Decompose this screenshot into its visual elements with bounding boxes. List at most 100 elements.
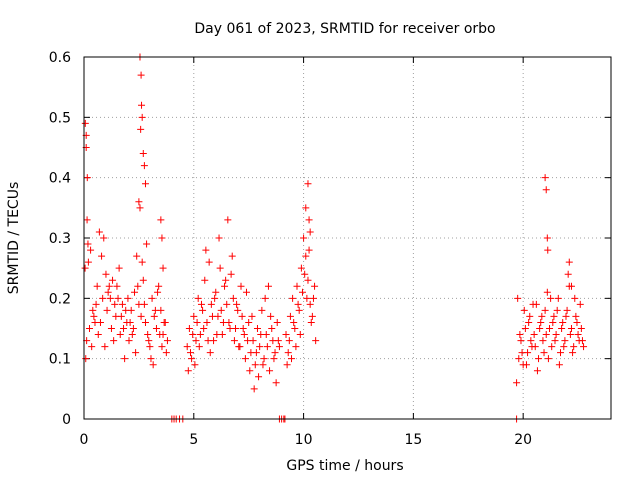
data-point xyxy=(552,331,560,339)
data-point xyxy=(569,349,577,357)
data-point xyxy=(99,294,107,302)
data-point xyxy=(100,234,108,242)
data-point xyxy=(156,331,164,339)
data-point xyxy=(205,258,213,266)
data-point xyxy=(291,325,299,332)
data-point xyxy=(104,288,112,296)
data-point xyxy=(83,216,91,224)
data-point xyxy=(92,300,100,308)
data-point xyxy=(294,300,302,308)
x-tick-label: 10 xyxy=(295,432,313,448)
data-point xyxy=(93,282,101,290)
data-point xyxy=(311,282,319,290)
data-point xyxy=(144,331,152,339)
data-point xyxy=(131,288,139,296)
data-point xyxy=(547,294,555,302)
data-point xyxy=(575,337,583,345)
x-tick-label: 20 xyxy=(514,432,532,448)
data-point xyxy=(300,234,308,242)
data-point xyxy=(158,234,166,242)
data-point xyxy=(149,361,157,369)
data-point xyxy=(137,125,145,133)
data-point xyxy=(283,361,291,369)
data-point xyxy=(270,355,278,363)
data-point xyxy=(101,343,109,351)
data-point xyxy=(515,355,523,363)
data-point xyxy=(121,355,129,363)
data-point xyxy=(206,349,214,357)
data-point xyxy=(94,331,102,339)
data-point xyxy=(298,288,306,296)
data-point xyxy=(544,355,552,363)
data-point xyxy=(150,312,158,320)
data-point xyxy=(284,349,292,357)
data-point xyxy=(520,306,528,314)
data-point xyxy=(135,198,143,206)
data-point xyxy=(263,343,271,351)
data-point xyxy=(264,282,272,290)
data-point xyxy=(115,264,123,272)
data-point xyxy=(306,300,314,308)
data-point xyxy=(560,343,568,351)
tick-labels: 0 0.1 0.2 0.3 0.4 0.5 0.6 0 5 10 15 20 xyxy=(49,50,532,448)
x-tick-label: 15 xyxy=(404,432,422,448)
data-point xyxy=(556,349,564,357)
data-point xyxy=(228,252,236,260)
data-point xyxy=(246,367,254,375)
chart-title: Day 061 of 2023, SRMTID for receiver orb… xyxy=(194,21,495,37)
data-point xyxy=(537,318,545,326)
data-point xyxy=(191,361,199,369)
data-point xyxy=(159,264,167,272)
data-point xyxy=(207,300,215,308)
data-point xyxy=(105,282,113,290)
data-point xyxy=(103,306,111,314)
data-point xyxy=(255,373,263,381)
data-point xyxy=(123,318,131,326)
data-point xyxy=(183,343,191,351)
data-point xyxy=(195,343,203,351)
data-point xyxy=(106,294,114,302)
data-point xyxy=(530,331,538,339)
data-point xyxy=(525,318,533,326)
data-point xyxy=(514,294,522,302)
data-point xyxy=(266,367,274,375)
data-point xyxy=(555,361,563,369)
data-point xyxy=(513,379,521,387)
data-point xyxy=(186,349,194,357)
data-point xyxy=(158,343,166,351)
data-point xyxy=(531,343,539,351)
data-point xyxy=(551,337,559,345)
data-point xyxy=(529,300,537,308)
data-point xyxy=(305,216,313,224)
data-point xyxy=(154,288,162,296)
data-point xyxy=(302,252,310,260)
data-point xyxy=(536,325,544,332)
data-point xyxy=(544,246,552,254)
data-point xyxy=(102,270,110,278)
data-point xyxy=(204,337,212,345)
data-point xyxy=(128,331,136,339)
data-point xyxy=(109,276,117,284)
data-point xyxy=(234,306,242,314)
data-point xyxy=(184,367,192,375)
data-point xyxy=(111,300,119,308)
data-point xyxy=(125,337,133,345)
data-point xyxy=(252,349,260,357)
data-point xyxy=(133,252,141,260)
y-tick-label: 0.3 xyxy=(49,231,71,247)
data-point xyxy=(580,343,588,351)
data-point xyxy=(559,318,567,326)
data-point xyxy=(273,318,281,326)
data-point xyxy=(202,246,210,254)
data-point xyxy=(83,174,91,182)
data-point xyxy=(250,385,258,393)
data-point xyxy=(145,337,153,345)
data-point xyxy=(307,318,315,326)
data-point xyxy=(256,343,264,351)
data-point xyxy=(138,113,146,121)
data-point xyxy=(567,282,575,290)
data-point xyxy=(84,258,92,266)
data-point xyxy=(107,325,115,332)
data-point xyxy=(118,300,126,308)
data-point xyxy=(140,162,148,170)
